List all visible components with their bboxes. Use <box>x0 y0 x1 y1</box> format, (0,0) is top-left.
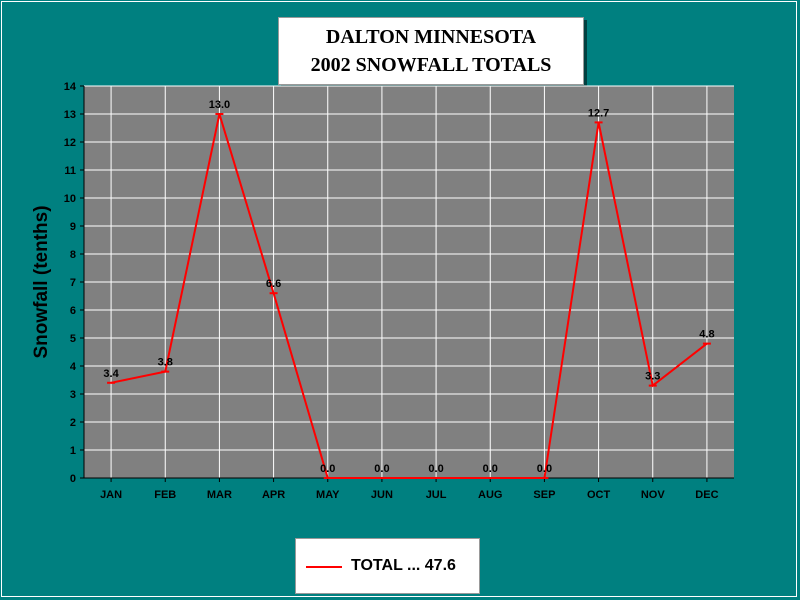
y-tick-label: 8 <box>70 249 76 261</box>
y-tick-label: 4 <box>70 361 77 373</box>
x-tick-label: JUN <box>371 489 393 501</box>
data-label: 3.3 <box>645 371 660 383</box>
data-label: 13.0 <box>209 99 230 111</box>
x-tick-label: OCT <box>587 489 611 501</box>
x-tick-label: MAY <box>316 489 340 501</box>
data-label: 0.0 <box>374 463 389 475</box>
x-tick-label: MAR <box>207 489 232 501</box>
y-tick-label: 2 <box>70 417 76 429</box>
data-label: 3.8 <box>158 357 173 369</box>
data-label: 0.0 <box>428 463 443 475</box>
data-label: 3.4 <box>103 368 119 380</box>
x-tick-label: AUG <box>478 489 502 501</box>
x-tick-label: NOV <box>641 489 666 501</box>
y-tick-label: 1 <box>70 445 76 457</box>
data-label: 12.7 <box>588 107 609 119</box>
y-tick-label: 14 <box>64 81 77 93</box>
data-label: 0.0 <box>320 463 335 475</box>
y-tick-label: 12 <box>64 137 76 149</box>
x-tick-label: SEP <box>533 489 555 501</box>
y-tick-label: 6 <box>70 305 76 317</box>
x-tick-label: JAN <box>100 489 122 501</box>
series-line-total <box>110 113 708 479</box>
x-tick-label: JUL <box>426 489 447 501</box>
y-tick-label: 3 <box>70 389 76 401</box>
y-tick-label: 11 <box>64 165 76 177</box>
y-tick-label: 5 <box>70 333 76 345</box>
data-label: 6.6 <box>266 278 281 290</box>
legend-swatch-line <box>306 566 342 568</box>
y-tick-label: 9 <box>70 221 76 233</box>
data-label: 0.0 <box>483 463 498 475</box>
data-label: 4.8 <box>699 329 714 341</box>
y-tick-label: 10 <box>64 193 76 205</box>
legend-label: TOTAL ... 47.6 <box>351 557 456 574</box>
chart-title-line-2: 2002 SNOWFALL TOTALS <box>310 54 552 76</box>
x-tick-label: FEB <box>154 489 176 501</box>
y-tick-label: 7 <box>70 277 76 289</box>
y-tick-label: 0 <box>70 473 76 485</box>
data-label: 0.0 <box>537 463 552 475</box>
legend: TOTAL ... 47.6 <box>295 538 480 594</box>
x-tick-label: DEC <box>695 489 718 501</box>
chart-title-line-1: DALTON MINNESOTA <box>325 26 537 48</box>
x-tick-label: APR <box>262 489 285 501</box>
chart-title: DALTON MINNESOTA 2002 SNOWFALL TOTALS <box>278 17 584 85</box>
y-tick-label: 13 <box>64 109 76 121</box>
